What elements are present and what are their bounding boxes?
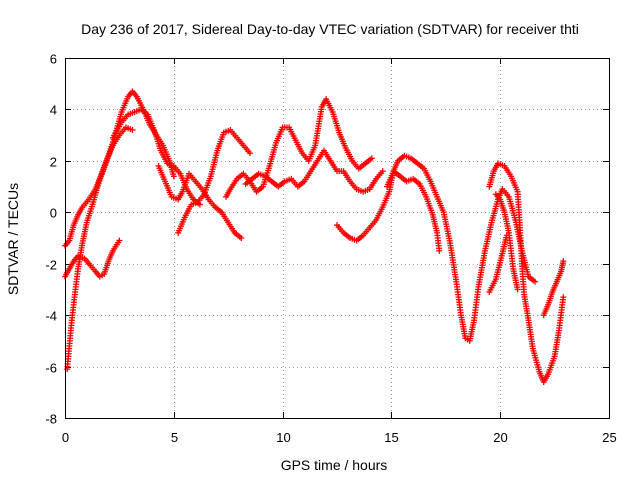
x-tick-label: 25 [602,430,616,445]
y-tick-label: -2 [45,258,57,273]
data-point [238,235,245,241]
series-track-k [486,160,567,385]
x-tick-label: 5 [171,430,178,445]
y-tick-label: -4 [45,309,57,324]
data-point [436,247,443,254]
x-tick-label: 15 [384,430,398,445]
data-point [514,286,521,293]
y-tick-label: 2 [50,155,57,170]
series-track-g [223,96,375,200]
series-track-b [62,237,123,280]
data-point [532,278,539,285]
data-marks [62,88,567,385]
y-tick-label: 0 [50,206,57,221]
series-track-j [384,168,443,254]
data-point [246,150,253,157]
y-tick-label: -6 [45,361,57,376]
series-track-e [155,163,245,241]
data-point [503,232,510,239]
series-track-l [492,191,521,293]
series-track-d [109,106,203,208]
x-tick-label: 20 [493,430,507,445]
x-tick-label: 10 [276,430,290,445]
series-track-m [540,258,567,319]
y-tick-label: 4 [50,103,57,118]
y-tick-label: -8 [45,412,57,427]
plot-frame [65,58,610,419]
data-point [170,173,177,180]
data-point [129,127,136,133]
data-point [379,168,386,175]
data-point [560,258,567,265]
y-axis-label: SDTVAR / TECUs [5,183,21,295]
series-track-c [64,124,136,373]
chart-title: Day 236 of 2017, Sidereal Day-to-day VTE… [81,21,579,37]
x-axis-label: GPS time / hours [281,457,388,473]
data-point [560,294,567,301]
series-track-n [486,232,510,295]
data-point [116,237,123,244]
series-track-h [242,147,386,195]
x-tick-label: 0 [62,430,69,445]
grid-lines [65,58,609,418]
data-point [368,155,375,162]
series-track-f [175,127,253,236]
y-tick-label: 6 [50,52,57,67]
